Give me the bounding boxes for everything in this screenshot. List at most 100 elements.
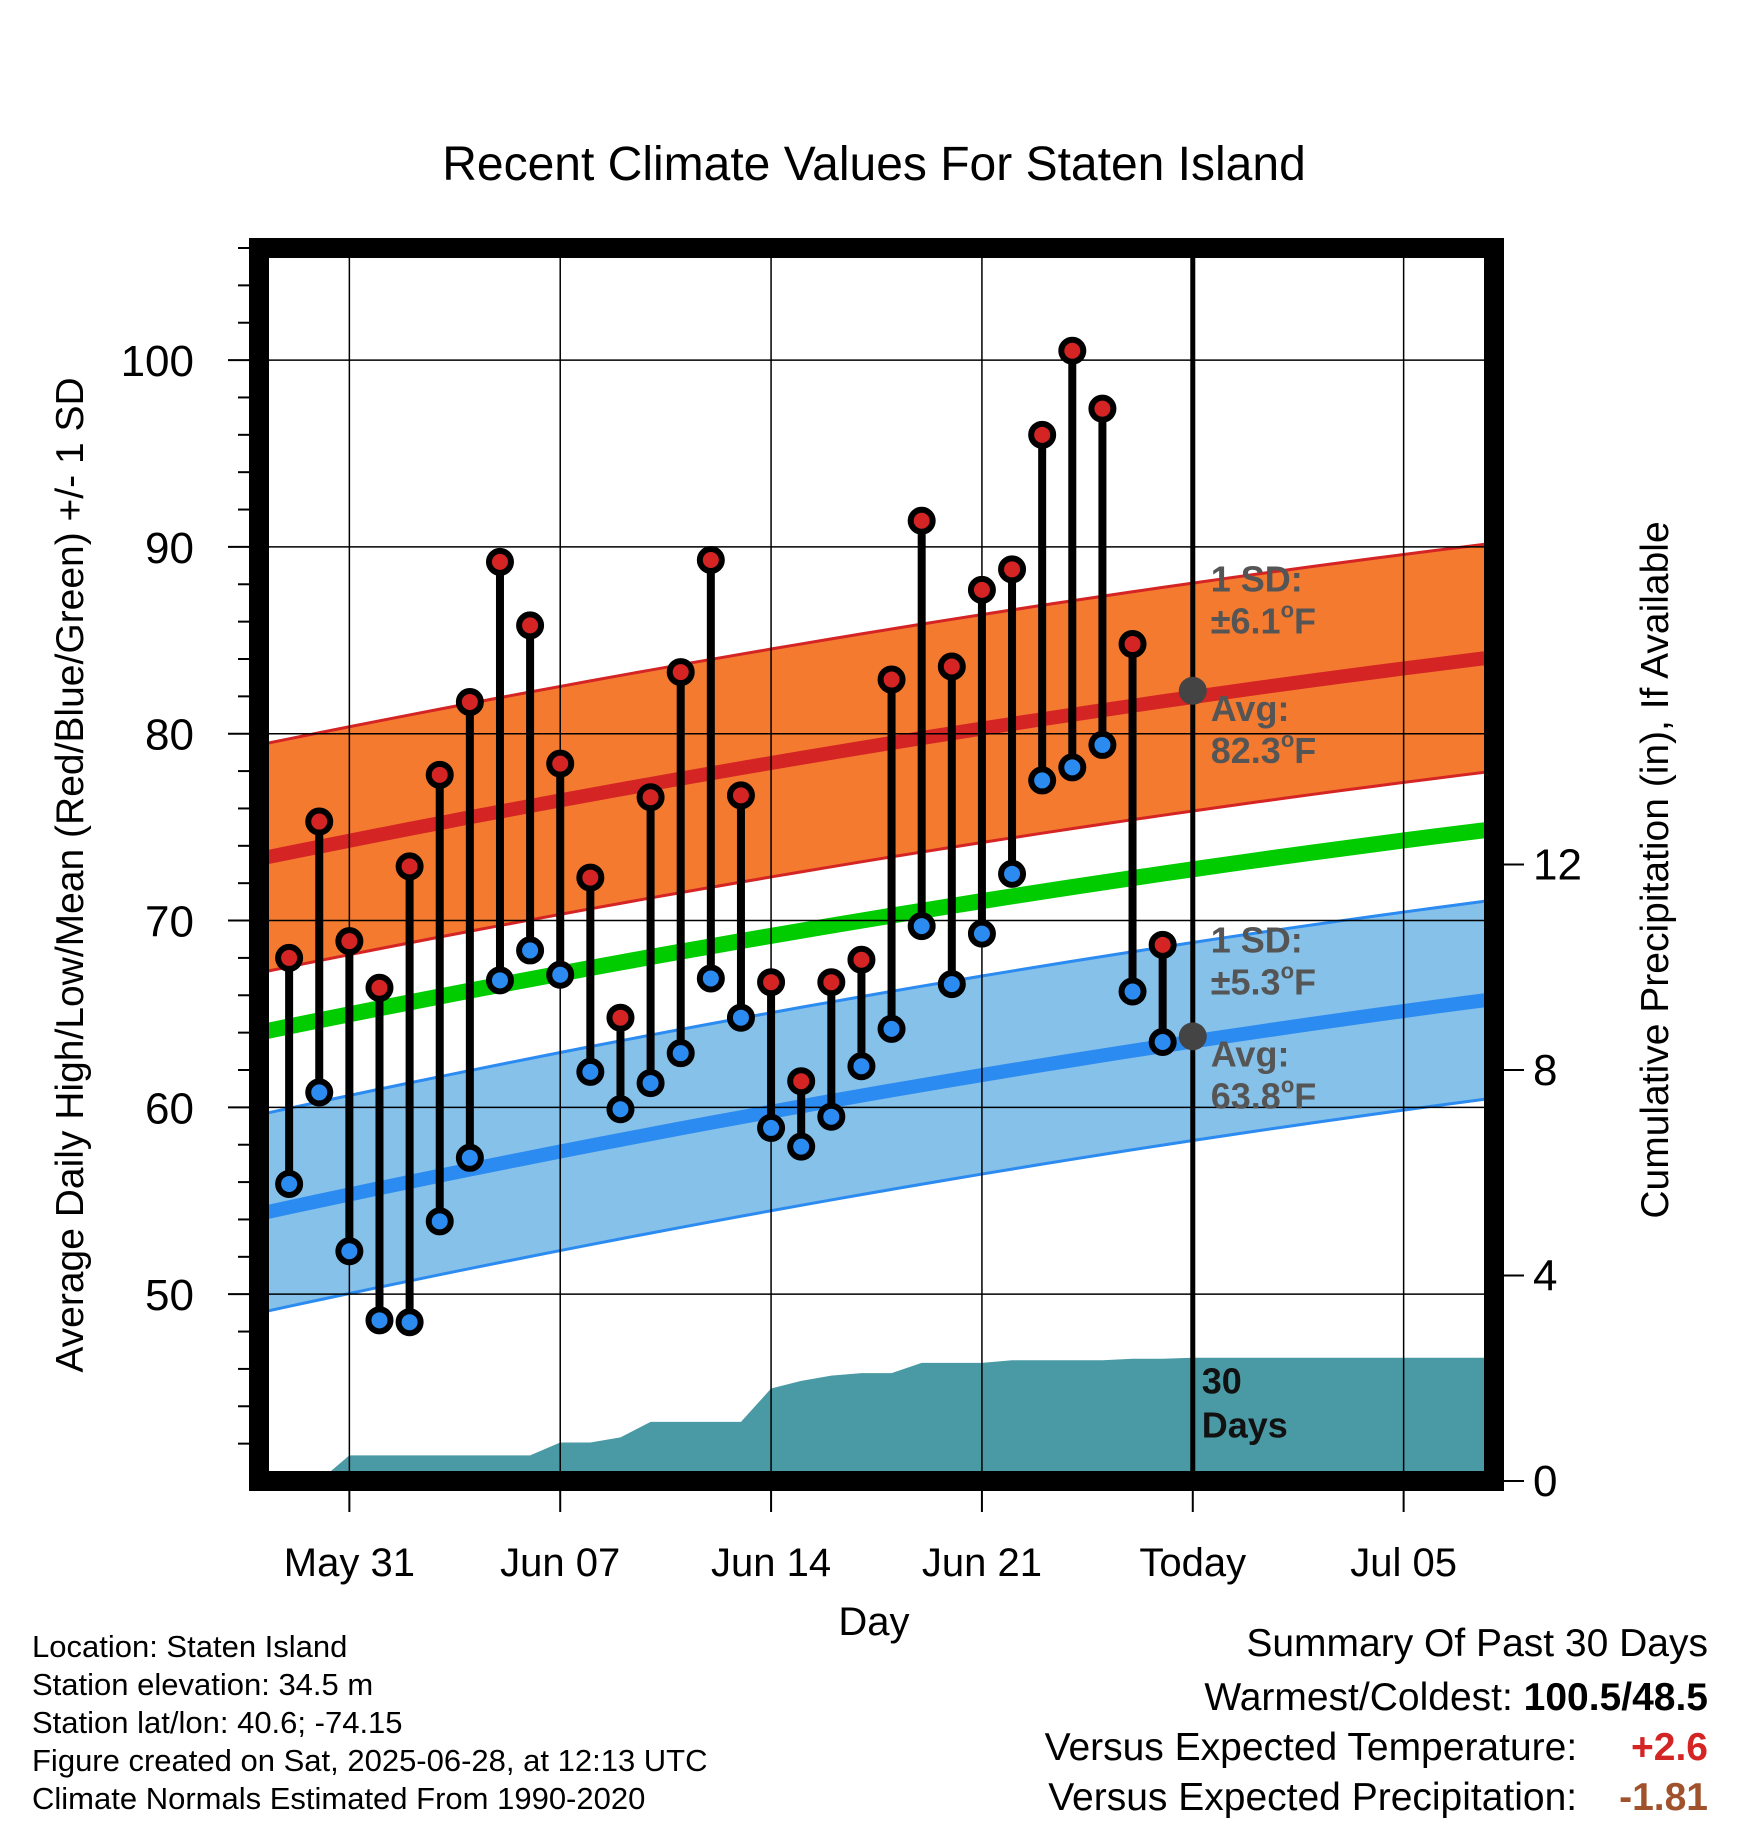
daily-high-point	[516, 611, 545, 640]
daily-high-point	[395, 852, 424, 881]
daily-low-point	[1058, 753, 1087, 782]
daily-low-point	[696, 964, 725, 993]
daily-high-point	[877, 665, 906, 694]
y2-tick-label: 0	[1533, 1457, 1557, 1506]
footer-info: Location: Staten Island Station elevatio…	[32, 1628, 708, 1818]
axes: 50 60 70 80 90 100 0 4 8 12 May 31 Jun 07 Jun 14 Jun …	[121, 238, 1582, 1585]
daily-low-point	[636, 1069, 665, 1098]
daily-high-point	[757, 968, 786, 997]
daily-high-point	[576, 863, 605, 892]
low-sd-band-lower-edge	[259, 1096, 1494, 1315]
low-sd-annotation-degree: o	[1281, 958, 1294, 983]
summary-temp-row: Versus Expected Temperature: +2.6	[1045, 1726, 1708, 1770]
x-tick-label: Jun 07	[500, 1541, 620, 1585]
high-avg-annotation-value: 82.3oF	[1211, 727, 1317, 771]
y-tick-label: 60	[145, 1084, 194, 1133]
daily-high-point	[937, 652, 966, 681]
summary-warmest-row: Warmest/Coldest: 100.5/48.5	[1204, 1676, 1708, 1720]
high-sd-annotation-degree: o	[1281, 598, 1294, 623]
daily-low-point	[937, 970, 966, 999]
daily-high-point	[606, 1003, 635, 1032]
y2-tick-label: 8	[1533, 1046, 1557, 1095]
mean-avg-line	[259, 821, 1494, 1041]
chart-title: Recent Climate Values For Staten Island	[442, 138, 1306, 191]
daily-low-point	[967, 919, 996, 948]
daily-low-point	[847, 1052, 876, 1081]
low-sd-band-upper-edge	[259, 898, 1494, 1117]
low-avg-annotation-title: Avg:	[1211, 1033, 1290, 1074]
daily-low-point	[546, 960, 575, 989]
daily-high-point	[1058, 336, 1087, 365]
daily-low-point	[425, 1207, 454, 1236]
daily-high-point	[1088, 394, 1117, 423]
summary-warmest-label: Warmest/Coldest:	[1204, 1676, 1513, 1719]
x-tick-label: Today	[1139, 1541, 1246, 1585]
high-avg-line	[259, 650, 1494, 866]
daily-low-point	[516, 936, 545, 965]
high-sd-band-lower-edge	[259, 769, 1494, 975]
daily-low-point	[877, 1014, 906, 1043]
y-tick-label: 70	[145, 898, 194, 947]
daily-low-point	[998, 859, 1027, 888]
daily-low-point	[757, 1113, 786, 1142]
footer-elevation: Station elevation: 34.5 m	[32, 1667, 374, 1702]
daily-low-point	[726, 1003, 755, 1032]
summary-precip-row: Versus Expected Precipitation: -1.81	[1048, 1776, 1708, 1820]
daily-high-point	[455, 687, 484, 716]
daily-high-point	[485, 547, 514, 576]
daily-high-point	[305, 807, 334, 836]
x-tick-label: May 31	[284, 1541, 415, 1585]
summary-warmest-value: 100.5/48.5	[1523, 1676, 1708, 1719]
today-high-avg-marker	[1178, 676, 1207, 705]
low-sd-annotation-unit: F	[1294, 961, 1316, 1002]
daily-high-point	[1118, 630, 1147, 659]
daily-high-point	[726, 781, 755, 810]
y2-axis-label: Cumulative Precipitation (in), If Availa…	[1634, 521, 1677, 1218]
daily-low-point	[787, 1132, 816, 1161]
footer-latlon: Station lat/lon: 40.6; -74.15	[32, 1705, 403, 1740]
daily-low-point	[365, 1306, 394, 1335]
daily-high-point	[847, 945, 876, 974]
daily-high-point	[907, 506, 936, 535]
low-sd-band	[259, 899, 1494, 1313]
daily-high-point	[666, 658, 695, 687]
daily-low-point	[455, 1143, 484, 1172]
daily-low-point	[576, 1057, 605, 1086]
precip-days-count: 30	[1202, 1361, 1242, 1402]
daily-high-point	[275, 943, 304, 972]
y2-tick-label: 4	[1533, 1252, 1557, 1301]
daily-low-point	[606, 1095, 635, 1124]
today-low-avg-marker	[1178, 1022, 1207, 1051]
daily-high-point	[546, 749, 575, 778]
daily-low-point	[907, 912, 936, 941]
daily-low-point	[1148, 1027, 1177, 1056]
low-avg-annotation-unit: F	[1294, 1075, 1316, 1116]
high-sd-annotation-value: ±6.1oF	[1211, 598, 1316, 642]
daily-low-point	[1028, 766, 1057, 795]
high-avg-annotation-unit: F	[1294, 730, 1316, 771]
summary-temp-value: +2.6	[1631, 1726, 1708, 1769]
high-sd-band	[259, 543, 1494, 973]
x-tick-label: Jul 05	[1350, 1541, 1457, 1585]
daily-low-point	[275, 1169, 304, 1198]
daily-high-point	[636, 783, 665, 812]
footer-created: Figure created on Sat, 2025-06-28, at 12…	[32, 1743, 708, 1778]
x-axis-label: Day	[838, 1600, 909, 1644]
daily-high-point	[817, 968, 846, 997]
daily-high-point	[1148, 930, 1177, 959]
y2-tick-label: 12	[1533, 841, 1582, 890]
daily-low-point	[1088, 730, 1117, 759]
daily-low-point	[395, 1308, 424, 1337]
high-sd-annotation-unit: F	[1294, 601, 1316, 642]
x-tick-label: Jun 14	[711, 1541, 831, 1585]
low-sd-annotation-title: 1 SD:	[1211, 919, 1303, 960]
summary-precip-label: Versus Expected Precipitation:	[1048, 1776, 1578, 1819]
daily-low-point	[335, 1237, 364, 1266]
low-sd-annotation-value: ±5.3oF	[1211, 958, 1316, 1002]
y-tick-label: 90	[145, 524, 194, 573]
precip-days-unit: Days	[1202, 1405, 1288, 1446]
summary-temp-label: Versus Expected Temperature:	[1044, 1726, 1578, 1769]
daily-high-point	[696, 545, 725, 574]
